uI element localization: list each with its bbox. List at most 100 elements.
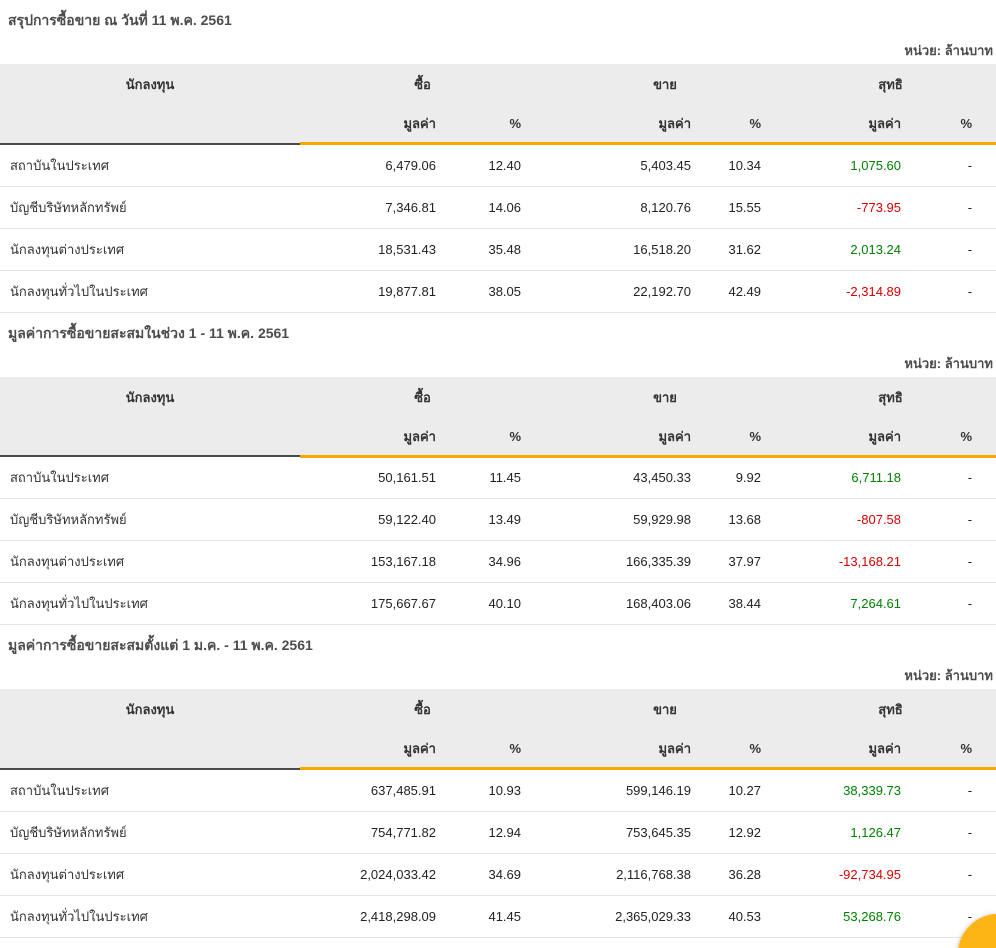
section-accumulated-ytd: มูลค่าการซื้อขายสะสมตั้งแต่ 1 ม.ค. - 11 … xyxy=(0,635,996,938)
unit-label: หน่วย: ล้านบาท xyxy=(904,668,993,683)
investor-name-cell: นักลงทุนต่างประเทศ xyxy=(0,853,300,896)
sell-value-cell: 5,403.45 xyxy=(545,143,706,187)
investor-row: นักลงทุนต่างประเทศ 153,167.18 34.96 166,335… xyxy=(0,540,996,583)
buy-value-cell: 7,346.81 xyxy=(300,186,450,229)
buy-percent-cell: 14.06 xyxy=(450,186,546,229)
investor-name-cell: นักลงทุนทั่วไปในประเทศ xyxy=(0,895,300,938)
group-header-row: นักลงทุน ซื้อ ขาย สุทธิ xyxy=(0,689,996,730)
net-percent-cell: - xyxy=(915,853,996,896)
sell-percent-cell: 31.62 xyxy=(705,228,786,271)
net-percent-cell: - xyxy=(915,498,996,541)
buy-value-cell: 754,771.82 xyxy=(300,811,450,854)
sell-value-cell: 22,192.70 xyxy=(545,270,706,313)
investor-name-cell: สถาบันในประเทศ xyxy=(0,143,300,187)
sell-value-cell: 43,450.33 xyxy=(545,456,706,499)
sell-percent-cell: 12.92 xyxy=(705,811,786,854)
buy-value-header: มูลค่า xyxy=(300,105,450,145)
investor-row: นักลงทุนต่างประเทศ 2,024,033.42 34.69 2,116… xyxy=(0,853,996,896)
net-value-cell: -807.58 xyxy=(785,498,916,541)
net-value-cell: -2,314.89 xyxy=(785,270,916,313)
buy-column-header: ซื้อ xyxy=(300,376,546,418)
investor-trading-table: นักลงทุน ซื้อ ขาย สุทธิ มูลค่า % มูลค่า … xyxy=(0,376,996,625)
buy-value-cell: 18,531.43 xyxy=(300,228,450,271)
net-percent-cell: - xyxy=(915,143,996,187)
net-value-cell: 6,711.18 xyxy=(785,456,916,499)
investor-row: นักลงทุนทั่วไปในประเทศ 2,418,298.09 41.45 2… xyxy=(0,895,996,938)
sub-header-row: มูลค่า % มูลค่า % มูลค่า % xyxy=(0,730,996,770)
buy-value-cell: 2,024,033.42 xyxy=(300,853,450,896)
group-header-row: นักลงทุน ซื้อ ขาย สุทธิ xyxy=(0,64,996,105)
investor-name-cell: นักลงทุนต่างประเทศ xyxy=(0,540,300,583)
net-percent-cell: - xyxy=(915,270,996,313)
investor-name-cell: บัญชีบริษัทหลักทรัพย์ xyxy=(0,498,300,541)
buy-percent-cell: 40.10 xyxy=(450,582,546,625)
buy-percent-cell: 34.69 xyxy=(450,853,546,896)
sell-value-cell: 599,146.19 xyxy=(545,768,706,812)
sell-percent-header: % xyxy=(705,417,786,458)
net-value-header: มูลค่า xyxy=(785,417,916,458)
sell-percent-header: % xyxy=(705,730,786,770)
net-value-cell: 7,264.61 xyxy=(785,582,916,625)
investor-trading-table: นักลงทุน ซื้อ ขาย สุทธิ มูลค่า % มูลค่า … xyxy=(0,64,996,313)
sell-column-header: ขาย xyxy=(545,376,786,418)
investor-name-cell: บัญชีบริษัทหลักทรัพย์ xyxy=(0,811,300,854)
sell-percent-cell: 38.44 xyxy=(705,582,786,625)
investor-row: สถาบันในประเทศ 637,485.91 10.93 599,146.19 1… xyxy=(0,768,996,812)
investor-header-spacer xyxy=(0,105,300,145)
buy-percent-cell: 11.45 xyxy=(450,456,546,499)
net-value-header: มูลค่า xyxy=(785,730,916,770)
buy-percent-cell: 38.05 xyxy=(450,270,546,313)
net-percent-header: % xyxy=(915,417,996,458)
net-column-header: สุทธิ xyxy=(785,376,996,418)
investor-header-spacer xyxy=(0,417,300,457)
buy-percent-cell: 12.94 xyxy=(450,811,546,854)
investor-name-cell: สถาบันในประเทศ xyxy=(0,456,300,499)
section-accumulated-period: มูลค่าการซื้อขายสะสมในช่วง 1 - 11 พ.ค. 2… xyxy=(0,323,996,625)
buy-percent-cell: 13.49 xyxy=(450,498,546,541)
net-value-cell: 2,013.24 xyxy=(785,228,916,271)
investor-row: สถาบันในประเทศ 6,479.06 12.40 5,403.45 10.34… xyxy=(0,143,996,187)
sell-value-cell: 8,120.76 xyxy=(545,186,706,229)
investor-column-header: นักลงทุน xyxy=(0,376,300,418)
section-title: มูลค่าการซื้อขายสะสมตั้งแต่ 1 ม.ค. - 11 … xyxy=(8,637,313,653)
sell-value-cell: 166,335.39 xyxy=(545,540,706,583)
sell-column-header: ขาย xyxy=(545,64,786,105)
sell-percent-cell: 37.97 xyxy=(705,540,786,583)
buy-percent-header: % xyxy=(450,105,546,145)
net-percent-header: % xyxy=(915,730,996,770)
sell-percent-cell: 10.27 xyxy=(705,768,786,812)
investor-row: บัญชีบริษัทหลักทรัพย์ 59,122.40 13.49 59,92… xyxy=(0,498,996,541)
buy-percent-cell: 34.96 xyxy=(450,540,546,583)
sell-percent-cell: 42.49 xyxy=(705,270,786,313)
buy-value-cell: 2,418,298.09 xyxy=(300,895,450,938)
buy-value-cell: 175,667.67 xyxy=(300,582,450,625)
sell-value-cell: 168,403.06 xyxy=(545,582,706,625)
net-value-cell: -773.95 xyxy=(785,186,916,229)
buy-value-cell: 59,122.40 xyxy=(300,498,450,541)
investor-column-header: นักลงทุน xyxy=(0,689,300,730)
section-daily-summary: สรุปการซื้อขาย ณ วันที่ 11 พ.ค. 2561 หน่… xyxy=(0,10,996,313)
sell-percent-cell: 10.34 xyxy=(705,143,786,187)
section-title: มูลค่าการซื้อขายสะสมในช่วง 1 - 11 พ.ค. 2… xyxy=(8,324,290,341)
buy-percent-cell: 41.45 xyxy=(450,895,546,938)
unit-label: หน่วย: ล้านบาท xyxy=(904,43,993,58)
sell-percent-cell: 15.55 xyxy=(705,186,786,229)
investor-column-header: นักลงทุน xyxy=(0,64,300,105)
buy-percent-header: % xyxy=(450,417,546,458)
net-value-cell: 1,126.47 xyxy=(785,811,916,854)
net-percent-cell: - xyxy=(915,582,996,625)
group-header-row: นักลงทุน ซื้อ ขาย สุทธิ xyxy=(0,376,996,418)
sell-value-cell: 2,116,768.38 xyxy=(545,853,706,896)
net-percent-cell: - xyxy=(915,186,996,229)
sell-value-cell: 753,645.35 xyxy=(545,811,706,854)
investor-row: บัญชีบริษัทหลักทรัพย์ 7,346.81 14.06 8,120.… xyxy=(0,186,996,229)
investor-row: สถาบันในประเทศ 50,161.51 11.45 43,450.33 9.9… xyxy=(0,456,996,499)
buy-percent-cell: 10.93 xyxy=(450,768,546,812)
sell-percent-cell: 36.28 xyxy=(705,853,786,896)
net-value-cell: -13,168.21 xyxy=(785,540,916,583)
net-percent-header: % xyxy=(915,105,996,145)
net-percent-cell: - xyxy=(915,540,996,583)
section-title: สรุปการซื้อขาย ณ วันที่ 11 พ.ค. 2561 xyxy=(8,12,232,28)
sell-value-header: มูลค่า xyxy=(545,417,706,458)
buy-value-cell: 19,877.81 xyxy=(300,270,450,313)
